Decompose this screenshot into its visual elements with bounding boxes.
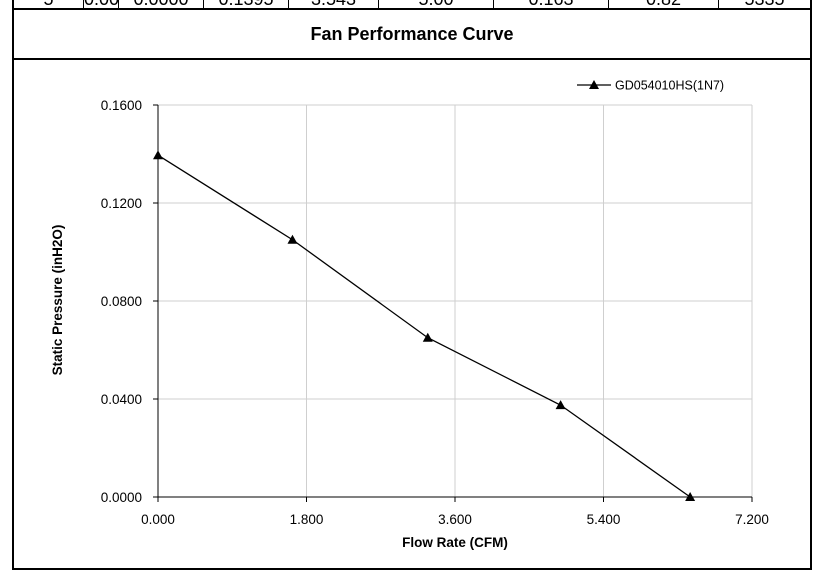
table-cell: 3.543 [289,0,379,8]
data-point [422,332,433,342]
table-cell: 0.82 [609,0,719,8]
x-tick-label: 0.000 [141,512,175,527]
y-tick-label: 0.0000 [101,490,142,505]
y-tick-label: 0.0400 [101,392,142,407]
table-cell-index: 5 [14,0,84,8]
x-tick-label: 1.800 [290,512,324,527]
data-point [287,234,298,244]
table-cell: 0.000 [84,0,119,8]
chart-title: Fan Performance Curve [14,10,810,60]
series-layer [153,150,696,501]
report-frame: 5 0.000 0.0000 0.1395 3.543 5.00 0.163 0… [12,0,812,570]
y-tick-label: 0.1600 [101,98,142,113]
data-point [685,492,696,501]
table-cell: 0.1395 [204,0,289,8]
table-cell: 5335 [719,0,810,8]
legend-triangle-icon [589,80,599,89]
data-point [153,150,163,160]
grid [158,104,753,497]
legend: GD054010HS(1N7) [577,79,724,93]
x-axis-label: Flow Rate (CFM) [402,535,508,550]
y-tick-label: 0.0800 [101,294,142,309]
y-axis-label: Static Pressure (inH2O) [50,225,65,376]
x-tick-label: 7.200 [735,512,769,527]
series-line [157,154,691,498]
table-row: 5 0.000 0.0000 0.1395 3.543 5.00 0.163 0… [14,0,810,10]
data-point [555,400,566,410]
table-cell: 5.00 [379,0,494,8]
table-cell: 0.163 [494,0,609,8]
y-tick-label: 0.1200 [101,196,142,211]
x-tick-label: 5.400 [587,512,621,527]
legend-entry: GD054010HS(1N7) [615,79,724,93]
x-tick-label: 3.600 [438,512,472,527]
axes: 0.000 1.800 3.600 5.400 7.200 0.0000 0.0400 0.0… [101,98,769,527]
table-cell: 0.0000 [119,0,204,8]
